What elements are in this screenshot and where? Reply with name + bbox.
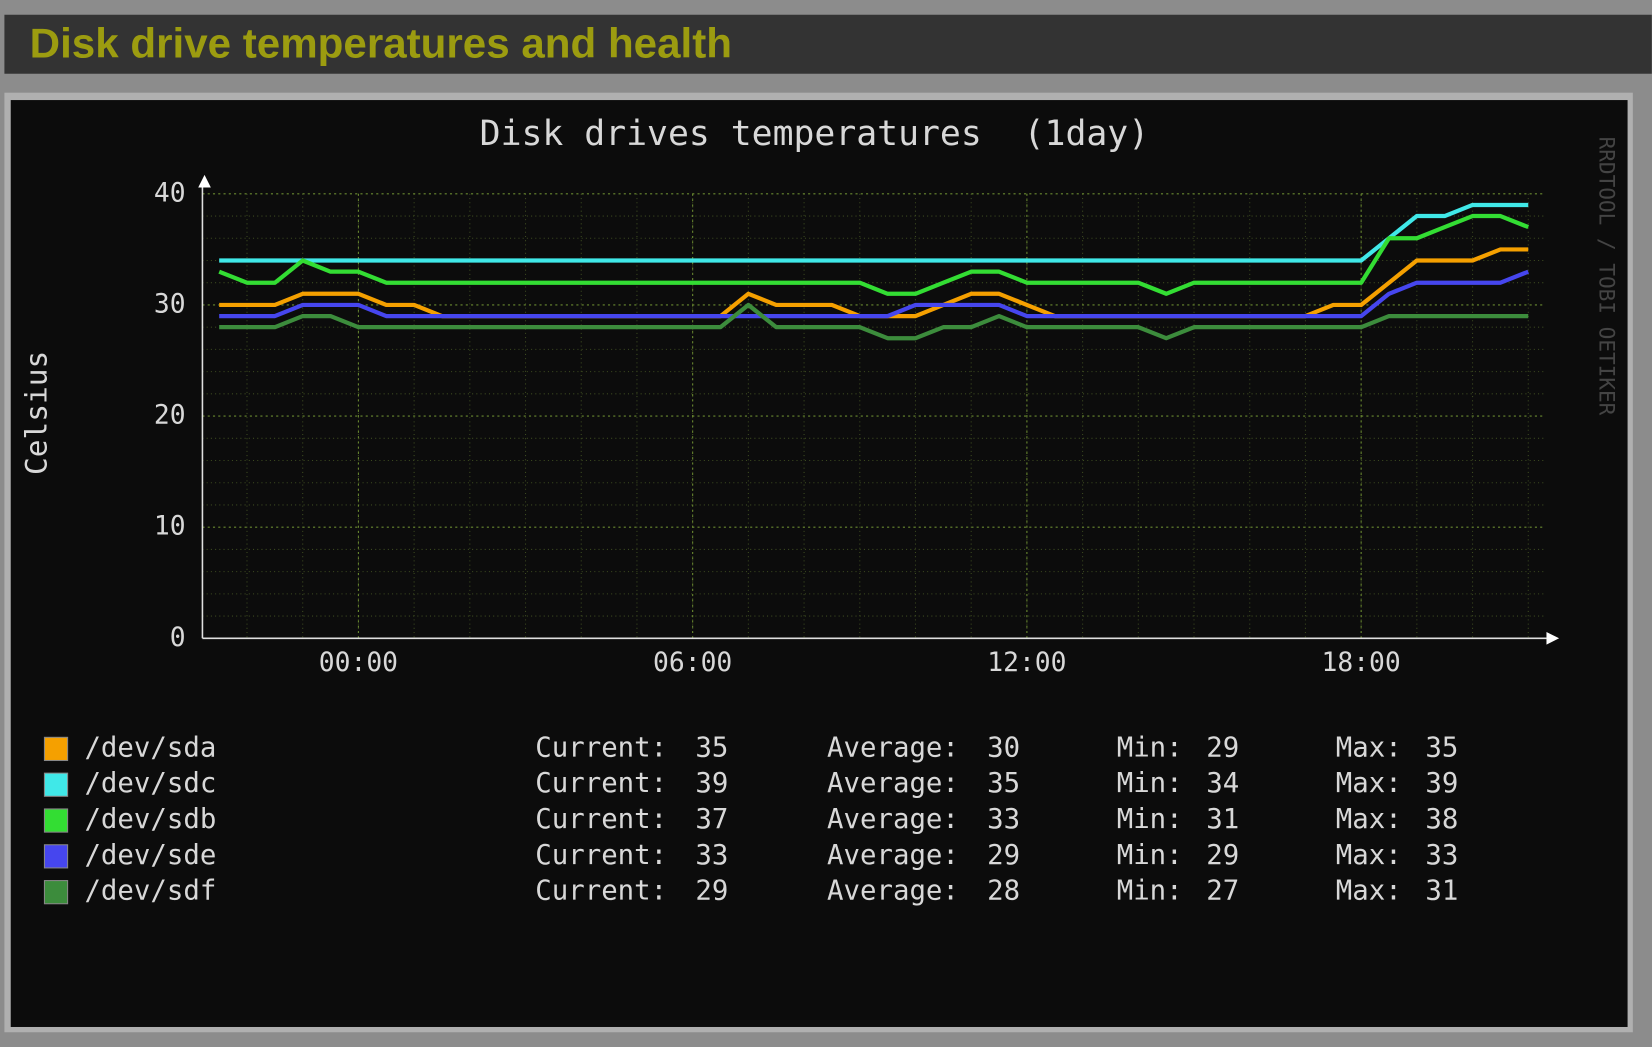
stat-value: 33	[1425, 840, 1458, 871]
series-line	[219, 269, 1530, 319]
legend-name: /dev/sdc	[84, 768, 216, 799]
stat-label: Min:	[1117, 876, 1183, 907]
stat-value: 31	[1206, 804, 1239, 835]
y-tick-label: 30	[154, 289, 186, 319]
stat-label: Max:	[1336, 840, 1402, 871]
legend-swatch	[43, 844, 69, 869]
stat-value: 33	[987, 804, 1020, 835]
grid: 0 10 20 30 40 00:00 06:00 12:00 18:00	[154, 178, 1544, 678]
legend-swatch	[43, 808, 69, 833]
stat-label: Min:	[1117, 804, 1183, 835]
x-tick-label: 12:00	[987, 648, 1066, 678]
legend-swatch	[43, 736, 69, 762]
legend: /dev/sda Current: 35 Average: 30 Min: 29 Max: 35…	[43, 732, 1458, 907]
stat-value: 29	[695, 876, 728, 907]
y-arrow	[198, 174, 211, 188]
chart-title: Disk drives temperatures (1day)	[480, 114, 1149, 154]
stat-label: Average:	[827, 804, 959, 835]
legend-name: /dev/sdb	[84, 804, 216, 835]
stat-value: 29	[1206, 840, 1239, 871]
stat-label: Max:	[1336, 732, 1402, 763]
stat-label: Current:	[535, 876, 667, 907]
stat-value: 30	[987, 732, 1020, 763]
stat-label: Current:	[535, 840, 667, 871]
x-tick-label: 06:00	[653, 648, 732, 678]
series-line	[219, 202, 1529, 263]
stat-value: 27	[1206, 876, 1239, 907]
stat-value: 33	[695, 840, 728, 871]
legend-name: /dev/sdf	[84, 876, 216, 907]
graph-bg	[10, 100, 1628, 1027]
stat-label: Current:	[535, 732, 667, 763]
stat-label: Min:	[1117, 768, 1183, 799]
stat-value: 37	[695, 804, 728, 835]
stat-value: 34	[1206, 768, 1239, 799]
legend-name: /dev/sde	[84, 840, 216, 871]
stat-label: Average:	[827, 876, 959, 907]
header-title: Disk drive temperatures and health	[30, 19, 732, 66]
legend-name: /dev/sda	[84, 732, 216, 763]
watermark: RRDTOOL / TOBI OETIKER	[1594, 137, 1619, 416]
stat-label: Min:	[1117, 732, 1183, 763]
stat-value: 39	[1425, 768, 1458, 799]
y-tick-label: 10	[154, 512, 186, 542]
legend-swatch	[43, 880, 69, 905]
stat-value: 29	[987, 840, 1020, 871]
y-axis-label: Celsius	[20, 351, 54, 475]
axes	[198, 174, 1560, 645]
stat-label: Average:	[827, 732, 959, 763]
stat-value: 29	[1206, 732, 1239, 763]
stat-label: Current:	[535, 768, 667, 799]
stat-label: Current:	[535, 804, 667, 835]
stat-value: 38	[1425, 804, 1458, 835]
x-tick-label: 18:00	[1322, 648, 1401, 678]
plot	[218, 202, 1530, 341]
series-line	[218, 213, 1530, 296]
y-tick-label: 0	[170, 623, 186, 653]
stat-label: Min:	[1117, 840, 1183, 871]
stat-label: Max:	[1336, 768, 1402, 799]
stat-value: 39	[695, 768, 728, 799]
x-tick-label: 00:00	[319, 648, 398, 678]
stat-value: 28	[987, 876, 1020, 907]
stat-value: 35	[1425, 732, 1458, 763]
header-bar	[4, 14, 1652, 74]
series-line	[219, 302, 1529, 341]
stat-label: Average:	[827, 768, 959, 799]
legend-swatch	[43, 772, 69, 797]
x-arrow	[1546, 631, 1560, 645]
stat-label: Max:	[1336, 804, 1402, 835]
stat-label: Max:	[1336, 876, 1402, 907]
stat-value: 31	[1425, 876, 1458, 907]
stat-label: Average:	[827, 840, 959, 871]
stat-value: 35	[987, 768, 1020, 799]
y-tick-label: 20	[154, 401, 186, 431]
y-tick-label: 40	[154, 178, 186, 208]
stat-value: 35	[695, 732, 728, 763]
